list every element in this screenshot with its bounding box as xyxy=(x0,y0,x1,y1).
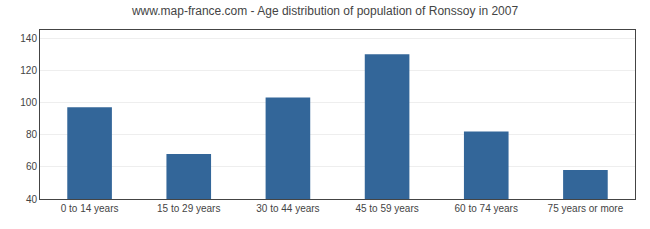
svg-text:80: 80 xyxy=(26,129,38,140)
svg-text:75 years or more: 75 years or more xyxy=(548,203,624,214)
svg-text:30 to 44 years: 30 to 44 years xyxy=(256,203,319,214)
svg-text:140: 140 xyxy=(20,33,37,44)
svg-text:100: 100 xyxy=(20,97,37,108)
svg-text:45 to 59 years: 45 to 59 years xyxy=(355,203,418,214)
svg-text:60: 60 xyxy=(26,161,38,172)
svg-text:40: 40 xyxy=(26,194,38,205)
svg-text:120: 120 xyxy=(20,65,37,76)
svg-text:60 to 74 years: 60 to 74 years xyxy=(455,203,518,214)
svg-text:www.map-france.com - Age distr: www.map-france.com - Age distribution of… xyxy=(131,4,519,18)
svg-text:15 to 29 years: 15 to 29 years xyxy=(157,203,220,214)
svg-text:0 to 14 years: 0 to 14 years xyxy=(61,203,119,214)
